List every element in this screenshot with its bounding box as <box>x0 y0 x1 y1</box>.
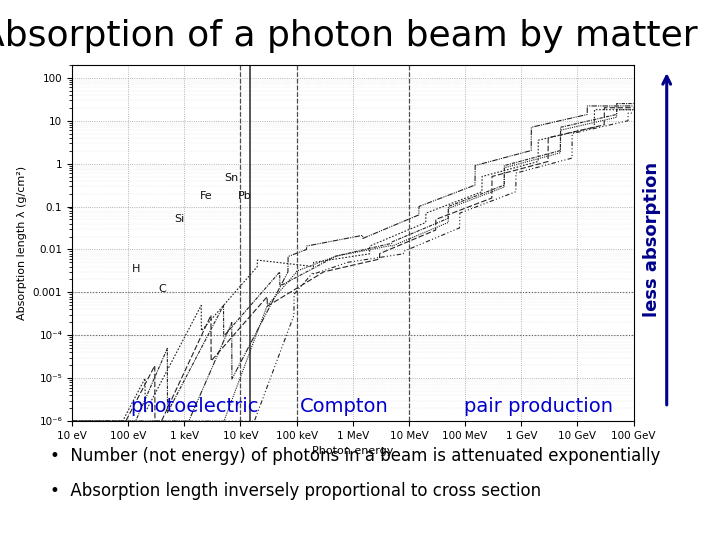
Text: C: C <box>158 284 166 294</box>
Text: •  Number (not energy) of photons in a beam is attenuated exponentially: • Number (not energy) of photons in a be… <box>50 447 661 465</box>
Text: Pb: Pb <box>238 191 252 200</box>
Text: Si: Si <box>174 214 184 225</box>
Text: Absorption of a photon beam by matter: Absorption of a photon beam by matter <box>0 19 697 53</box>
Y-axis label: Absorption length λ (g/cm²): Absorption length λ (g/cm²) <box>17 166 27 320</box>
Text: H: H <box>132 264 140 274</box>
X-axis label: Photon energy: Photon energy <box>312 447 394 456</box>
Text: •  Absorption length inversely proportional to cross section: • Absorption length inversely proportion… <box>50 482 541 501</box>
Text: Compton: Compton <box>300 397 389 416</box>
Text: Fe: Fe <box>200 191 213 200</box>
Text: less absorption: less absorption <box>644 161 662 316</box>
Text: pair production: pair production <box>464 397 613 416</box>
Text: photoelectric: photoelectric <box>130 397 258 416</box>
Text: Sn: Sn <box>225 173 239 184</box>
